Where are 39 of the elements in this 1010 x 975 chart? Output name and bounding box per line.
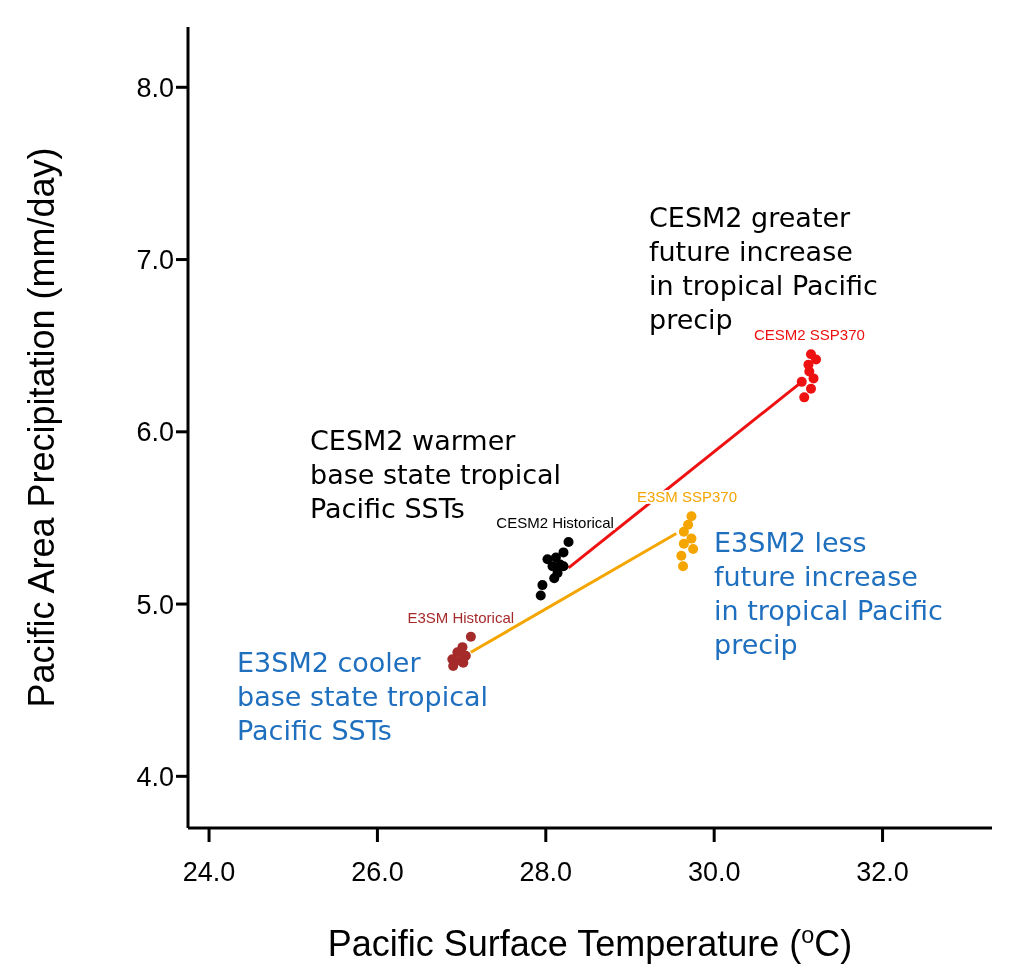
point xyxy=(686,533,697,544)
x-axis-title: Pacific Surface Temperature ($^{o}$C) xyxy=(327,922,853,964)
point xyxy=(465,631,476,642)
point xyxy=(796,376,807,387)
point xyxy=(558,547,569,558)
y-tick-label: 5.0 xyxy=(136,589,174,620)
series-label: CESM2 SSP370 xyxy=(753,326,865,344)
x-tick-label: 24.0 xyxy=(182,857,236,888)
point xyxy=(547,561,558,572)
point xyxy=(678,538,689,549)
point xyxy=(811,354,822,365)
point xyxy=(537,580,548,591)
series-label: CESM2 Historical xyxy=(496,514,614,532)
point xyxy=(804,366,815,377)
point xyxy=(678,526,689,537)
point xyxy=(535,590,546,601)
point xyxy=(676,550,687,561)
y-axis-title: Pacific Area Precipitation (mm/day) xyxy=(21,147,62,708)
point xyxy=(448,661,459,672)
x-tick-label: 28.0 xyxy=(519,857,573,888)
y-tick-label: 7.0 xyxy=(136,245,174,276)
annotation: E3SM2 less future increase in tropical Pacific precip xyxy=(714,527,943,660)
x-tick-label: 32.0 xyxy=(856,857,909,888)
x-tick-label: 30.0 xyxy=(687,857,741,888)
point xyxy=(563,537,574,548)
point xyxy=(683,519,694,530)
point xyxy=(686,511,697,522)
x-tick-label: 26.0 xyxy=(351,857,404,888)
point xyxy=(799,392,810,403)
point xyxy=(806,383,816,394)
y-tick-label: 6.0 xyxy=(136,417,174,448)
point xyxy=(678,561,689,572)
point xyxy=(808,373,819,384)
y-tick-label: 8.0 xyxy=(136,72,174,103)
point xyxy=(549,573,560,584)
y-tick-label: 4.0 xyxy=(136,761,174,792)
series-label: E3SM Historical xyxy=(407,608,515,626)
point xyxy=(688,543,699,554)
annotation: E3SM2 cooler base state tropical Pacific SSTs xyxy=(237,647,489,746)
